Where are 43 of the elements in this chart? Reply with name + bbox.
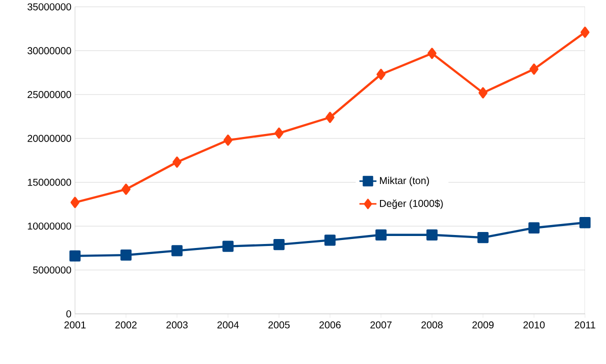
x-tick-label: 2007 [370, 321, 392, 328]
x-tick-label: 2011 [574, 321, 596, 328]
point [579, 217, 591, 228]
x-tick-label: 2003 [166, 321, 188, 328]
point [324, 234, 336, 246]
x-tick-label: 2009 [472, 321, 494, 328]
point [69, 250, 81, 262]
x-tick-label: 2001 [64, 321, 86, 328]
x-tick-label: 2005 [268, 321, 290, 328]
point [478, 87, 488, 98]
legend-label: Miktar (ton) [380, 176, 429, 186]
point [224, 134, 232, 146]
point [326, 112, 334, 124]
point [273, 239, 285, 250]
point [428, 48, 436, 59]
legend-label: Değer (1000$) [380, 200, 443, 209]
point [222, 240, 234, 252]
point [580, 26, 590, 38]
point [530, 64, 538, 75]
x-tick-label: 2006 [319, 321, 341, 328]
x-tick-label: 2008 [421, 321, 443, 328]
y-tick-label: 30000000 [28, 47, 72, 54]
y-tick-label: 15000000 [28, 178, 72, 186]
point [426, 229, 438, 241]
point [528, 222, 540, 234]
y-tick-label: 35000000 [28, 3, 72, 10]
y-tick-label: 20000000 [28, 134, 72, 142]
y-tick-label: 0 [66, 310, 72, 318]
point [70, 196, 80, 208]
point [120, 250, 132, 261]
y-tick-label: 25000000 [28, 91, 72, 98]
point [122, 184, 130, 195]
point [172, 156, 182, 168]
point [477, 232, 489, 244]
point [171, 245, 183, 256]
point [376, 68, 386, 80]
point [375, 229, 387, 241]
x-tick-label: 2010 [523, 321, 545, 328]
y-tick-label: 10000000 [28, 222, 72, 230]
point [274, 128, 284, 139]
x-tick-label: 2002 [115, 321, 137, 328]
y-tick-label: 5000000 [33, 266, 72, 274]
x-tick-label: 2004 [217, 321, 239, 328]
